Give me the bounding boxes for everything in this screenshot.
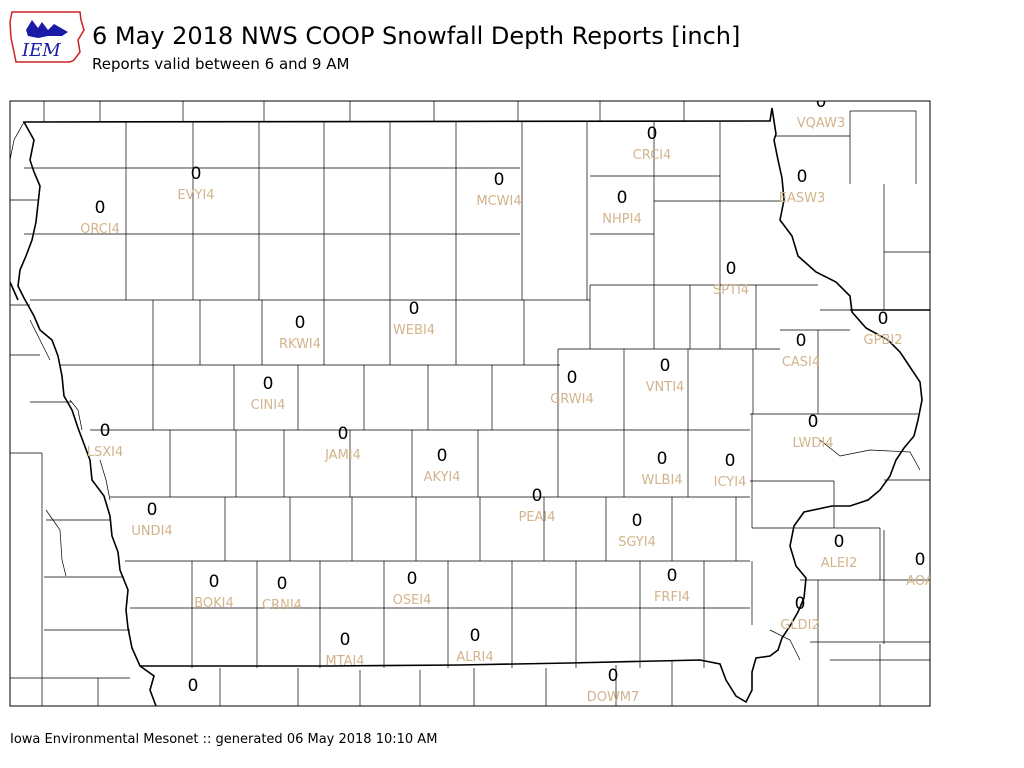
station-value: 0 (407, 569, 418, 589)
station-id-label: ORCI4 (80, 222, 120, 237)
station-value: 0 (209, 572, 220, 592)
station-value: 0 (796, 331, 807, 351)
station-value: 0 (100, 421, 111, 441)
station-id-label: LWDI4 (792, 436, 833, 451)
station-value: 0 (834, 532, 845, 552)
station-id-label: WEBI4 (393, 323, 435, 338)
station-id-label: VNTI4 (646, 380, 685, 395)
station-value: 0 (878, 309, 889, 329)
station-id-label: RKWI4 (279, 337, 321, 352)
map-subtitle: Reports valid between 6 and 9 AM (92, 55, 350, 73)
station-id-label: EVYI4 (177, 188, 214, 203)
map-background (10, 101, 930, 706)
station-value: 0 (494, 170, 505, 190)
station-value: 0 (470, 626, 481, 646)
river-lines (10, 121, 921, 661)
station-value: 0 (617, 188, 628, 208)
station-id-label: CRNI4 (262, 598, 302, 613)
station-value: 0 (277, 574, 288, 594)
station-id-label: SGYI4 (618, 535, 656, 550)
station-id-label: DOWM7 (587, 690, 640, 705)
iowa-state-border (17, 107, 923, 704)
station-id-label: UNDI4 (131, 524, 172, 539)
station-id-label: MTAI4 (325, 654, 364, 669)
station-value: 0 (667, 566, 678, 586)
station-layer: 0 VQAW3 0 CRCI4 0 EVYI4 0 MCWI4 0 EASW3 0 ORCI4 0 NHP… (80, 92, 934, 705)
station-id-label: ICYI4 (714, 475, 747, 490)
station-id-label: CASI4 (782, 355, 820, 370)
station-value: 0 (632, 511, 643, 531)
station-value: 0 (567, 368, 578, 388)
station-value: 0 (295, 313, 306, 333)
station-value: 0 (191, 164, 202, 184)
station-id-label: PEAI4 (518, 510, 555, 525)
station-value: 0 (797, 167, 808, 187)
footer-credit: Iowa Environmental Mesonet :: generated … (10, 732, 438, 747)
snowfall-map: 0 VQAW3 0 CRCI4 0 EVYI4 0 MCWI4 0 EASW3 0 ORCI4 0 NHP… (9, 92, 934, 707)
logo-text: IEM (21, 40, 61, 61)
station-value: 0 (726, 259, 737, 279)
station-id-label: NHPI4 (602, 212, 641, 227)
station-id-label: VQAW3 (797, 116, 845, 131)
station-id-label: FRFI4 (654, 590, 690, 605)
station-id-label: EASW3 (779, 191, 825, 206)
station-value: 0 (795, 594, 806, 614)
station-value: 0 (816, 92, 827, 112)
map-title: 6 May 2018 NWS COOP Snowfall Depth Repor… (92, 22, 741, 50)
station-value: 0 (437, 446, 448, 466)
station-value: 0 (95, 198, 106, 218)
station-id-label: GPBI2 (864, 333, 903, 348)
station-value: 0 (647, 124, 658, 144)
station-value: 0 (657, 449, 668, 469)
station-id-label: AKYI4 (423, 470, 460, 485)
station-id-label: WLBI4 (641, 473, 682, 488)
station-id-label: GLDI2 (780, 618, 819, 633)
station-value: 0 (660, 356, 671, 376)
station-value: 0 (338, 424, 349, 444)
station-id-label: BOKI4 (194, 596, 234, 611)
station-value: 0 (808, 412, 819, 432)
station-id-label: GRWI4 (550, 392, 594, 407)
station-value: 0 (340, 630, 351, 650)
map-frame (9, 100, 931, 707)
county-lines (10, 101, 930, 706)
station-id-label: AOA (906, 574, 934, 589)
station-id-label: MCWI4 (476, 194, 521, 209)
station-id-label: ALEI2 (821, 556, 857, 571)
station-value: 0 (188, 676, 199, 696)
station-value: 0 (725, 451, 736, 471)
station-value: 0 (409, 299, 420, 319)
state-border-extras (10, 281, 930, 706)
station-id-label: CINI4 (251, 398, 286, 413)
station-id-label: ALRI4 (456, 650, 493, 665)
station-value: 0 (147, 500, 158, 520)
station-id-label: CRCI4 (633, 148, 672, 163)
station-id-label: OSEI4 (393, 593, 432, 608)
station-id-label: JAMI4 (324, 448, 361, 463)
station-id-label: LSXI4 (87, 445, 124, 460)
station-id-label: SPTI4 (713, 283, 749, 298)
iem-logo: IEM (8, 8, 88, 66)
station-value: 0 (532, 486, 543, 506)
station-value: 0 (608, 666, 619, 686)
station-value: 0 (915, 550, 926, 570)
station-value: 0 (263, 374, 274, 394)
